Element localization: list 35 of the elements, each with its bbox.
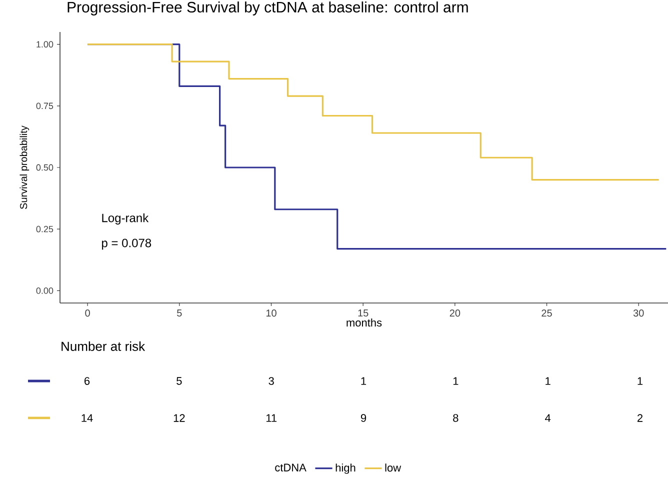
- x-tick-label: 25: [542, 310, 552, 317]
- text: 2: [637, 414, 643, 422]
- text: 3: [268, 377, 274, 385]
- legend-label: high: [336, 464, 356, 474]
- legend-label: low: [385, 464, 402, 472]
- text: 11: [266, 414, 277, 422]
- text: 4: [545, 414, 551, 422]
- chart-title: Progression-Free Survival by ctDNA at baseline: control arm: [68, 1, 468, 16]
- text: 5: [176, 377, 182, 385]
- y-tick-label: 0.75: [36, 102, 54, 110]
- y-tick-label: 1.00: [36, 41, 54, 48]
- x-tick-label: 15: [358, 310, 368, 316]
- text: 9: [360, 414, 366, 422]
- text: Number at risk: [62, 341, 146, 351]
- legend-title: ctDNA: [275, 464, 306, 472]
- x-tick-label: 10: [266, 310, 276, 317]
- x-tick-label: 20: [450, 310, 460, 317]
- x-tick-label: 30: [633, 310, 644, 317]
- text: 1: [453, 377, 458, 385]
- annotation: p = 0.078: [102, 238, 152, 250]
- y-tick-label: 0.00: [36, 287, 54, 294]
- y-axis-title: Survival probability: [20, 126, 30, 209]
- text: 1: [546, 377, 550, 385]
- x-tick-label: 5: [177, 310, 182, 316]
- text: 8: [453, 414, 458, 422]
- text: 12: [174, 414, 185, 422]
- text: 6: [84, 377, 90, 385]
- text: 1: [638, 377, 643, 385]
- text: 1: [361, 377, 366, 385]
- annotation: Log-rank: [102, 213, 149, 225]
- y-tick-label: 0.25: [36, 226, 54, 232]
- y-tick-label: 0.50: [36, 164, 54, 171]
- text: 14: [82, 414, 93, 422]
- x-axis-title: months: [346, 318, 382, 327]
- x-tick-label: 0: [85, 310, 90, 317]
